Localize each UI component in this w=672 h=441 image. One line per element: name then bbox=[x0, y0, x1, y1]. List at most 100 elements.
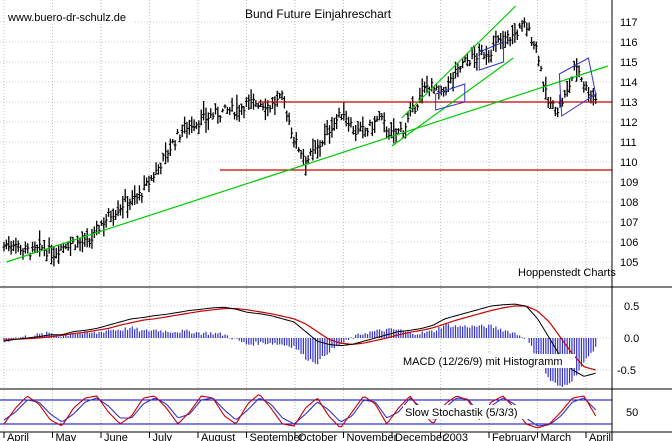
price-bar bbox=[171, 138, 175, 144]
price-bar bbox=[183, 116, 187, 134]
price-bar bbox=[375, 115, 379, 122]
price-bar bbox=[2, 241, 6, 252]
price-bar bbox=[328, 125, 332, 144]
price-bar bbox=[178, 134, 182, 143]
price-bar bbox=[579, 76, 583, 83]
price-bar bbox=[111, 208, 115, 226]
macd-tick-label: 0.0 bbox=[624, 333, 639, 345]
price-bar bbox=[16, 240, 20, 252]
price-bar bbox=[465, 52, 469, 67]
price-bar bbox=[332, 117, 336, 131]
price-bar bbox=[337, 107, 341, 118]
price-bar bbox=[385, 126, 389, 138]
price-bar bbox=[254, 100, 258, 107]
price-bar bbox=[415, 104, 419, 111]
price-bar bbox=[301, 148, 305, 165]
price-bar bbox=[313, 140, 317, 155]
price-bar bbox=[325, 119, 329, 136]
trend-line bbox=[391, 57, 514, 147]
price-bar bbox=[50, 244, 54, 265]
price-bar bbox=[249, 89, 253, 110]
price-bar bbox=[12, 240, 16, 252]
price-bar bbox=[456, 63, 460, 78]
price-bar bbox=[252, 93, 256, 110]
stoch-label-box bbox=[403, 405, 533, 419]
month-label: May bbox=[56, 432, 77, 441]
source-label[interactable]: www.buero-dr-schulz.de bbox=[7, 12, 126, 24]
price-bar bbox=[166, 149, 170, 163]
price-bar bbox=[175, 128, 179, 135]
price-bar bbox=[33, 241, 37, 253]
stoch-k-line bbox=[3, 394, 597, 429]
price-bar bbox=[147, 175, 151, 193]
price-bar bbox=[275, 90, 279, 107]
price-bar bbox=[202, 100, 206, 121]
price-bar bbox=[266, 100, 270, 117]
price-bar bbox=[90, 228, 94, 249]
price-tick-label: 108 bbox=[620, 197, 638, 209]
price-bar bbox=[413, 106, 417, 114]
price-bar bbox=[475, 53, 479, 71]
price-bar bbox=[503, 31, 507, 48]
price-bar bbox=[45, 249, 49, 262]
price-bar bbox=[294, 132, 298, 149]
price-bar bbox=[432, 86, 436, 94]
chart-title: Bund Future Einjahreschart bbox=[245, 7, 392, 21]
flag-pattern bbox=[478, 41, 505, 71]
stoch-label: Slow Stochastik (5/3/3) bbox=[405, 407, 518, 419]
price-bar bbox=[458, 65, 462, 73]
price-tick-label: 110 bbox=[620, 157, 638, 169]
price-tick-label: 107 bbox=[620, 217, 638, 229]
price-bar bbox=[515, 29, 519, 40]
month-label: April bbox=[589, 432, 611, 441]
price-bar bbox=[396, 128, 400, 135]
price-bar bbox=[268, 104, 272, 113]
price-bar bbox=[161, 152, 165, 162]
price-bar bbox=[52, 246, 56, 267]
price-bar bbox=[363, 127, 367, 137]
price-bar bbox=[349, 117, 353, 128]
price-bar bbox=[4, 239, 8, 250]
price-bar bbox=[399, 121, 403, 132]
price-bar bbox=[109, 210, 113, 223]
price-bar bbox=[218, 115, 222, 123]
price-bar bbox=[316, 139, 320, 159]
macd-signal-line bbox=[3, 305, 596, 371]
price-bar bbox=[553, 106, 557, 117]
price-tick-label: 112 bbox=[620, 117, 638, 129]
price-bar bbox=[534, 41, 538, 53]
price-bar bbox=[230, 97, 234, 112]
price-bar bbox=[377, 111, 381, 121]
price-bar bbox=[506, 30, 510, 45]
price-bar bbox=[135, 193, 139, 204]
price-bar bbox=[496, 35, 500, 43]
price-bar bbox=[47, 237, 51, 254]
price-bar bbox=[80, 231, 84, 253]
price-bar bbox=[461, 58, 465, 69]
price-bar bbox=[130, 190, 134, 206]
price-bar bbox=[59, 244, 63, 251]
price-bar bbox=[568, 78, 572, 94]
month-label: October bbox=[298, 432, 337, 441]
price-bar bbox=[121, 196, 125, 219]
price-bar bbox=[406, 111, 410, 123]
macd-label: MACD (12/26/9) mit Histogramm bbox=[403, 356, 563, 368]
price-tick-label: 115 bbox=[620, 57, 638, 69]
price-bar bbox=[487, 50, 491, 63]
price-bar bbox=[434, 83, 438, 91]
price-bar bbox=[240, 103, 244, 115]
price-bar bbox=[518, 23, 522, 29]
trend-line bbox=[6, 65, 609, 263]
price-bar bbox=[318, 140, 322, 157]
price-bar bbox=[78, 238, 82, 252]
price-tick-label: 105 bbox=[620, 257, 638, 269]
price-bar bbox=[513, 23, 517, 43]
price-bar bbox=[154, 162, 158, 176]
price-bar bbox=[389, 122, 393, 139]
price-bar bbox=[123, 189, 127, 203]
price-bar bbox=[173, 140, 177, 151]
price-bar bbox=[128, 198, 132, 211]
price-bar bbox=[522, 17, 526, 28]
macd-tick-label: -0.5 bbox=[617, 365, 636, 377]
price-bar bbox=[306, 155, 310, 165]
